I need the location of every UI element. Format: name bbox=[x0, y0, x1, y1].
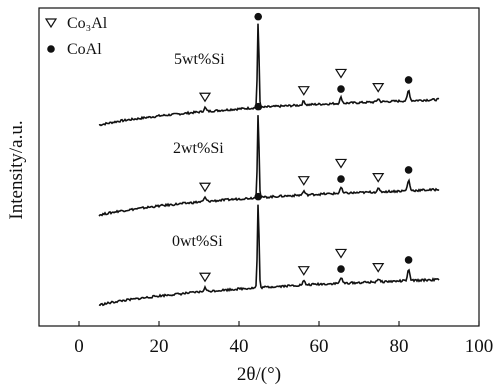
y-axis-title: Intensity/a.u. bbox=[6, 120, 27, 219]
x-axis-ticks: 0 20 40 60 80 100 bbox=[74, 321, 493, 357]
co3al-peak-marker bbox=[198, 182, 212, 193]
legend-coal-label: CoAl bbox=[67, 41, 102, 58]
x-tick-label: 100 bbox=[465, 336, 494, 357]
coal-peak-marker bbox=[254, 102, 262, 111]
series-label-0wt: 0wt%Si bbox=[172, 233, 223, 250]
peak-markers bbox=[198, 12, 413, 283]
coal-peak-marker bbox=[337, 265, 345, 273]
coal-peak-marker bbox=[254, 192, 262, 201]
coal-peak-marker bbox=[337, 85, 345, 93]
coal-peak-marker bbox=[254, 12, 262, 21]
series-layer bbox=[98, 23, 440, 307]
series-label-5wt: 5wt%Si bbox=[174, 51, 225, 68]
co3al-peak-marker bbox=[198, 272, 212, 283]
legend-co3al-label: Co₃Al bbox=[67, 15, 108, 32]
co3al-peak-marker bbox=[372, 262, 385, 273]
legend-triangle-icon bbox=[44, 18, 58, 29]
x-tick-label: 0 bbox=[74, 336, 84, 357]
legend: Co₃Al CoAl bbox=[44, 15, 108, 58]
co3al-peak-marker bbox=[334, 248, 348, 259]
coal-peak-marker bbox=[404, 166, 413, 174]
legend-circle-icon bbox=[47, 45, 55, 53]
xrd-series-line bbox=[98, 23, 440, 127]
co3al-peak-marker bbox=[372, 172, 385, 183]
co3al-peak-marker bbox=[334, 68, 348, 79]
co3al-peak-marker bbox=[297, 176, 310, 186]
co3al-peak-marker bbox=[297, 266, 310, 276]
coal-peak-marker bbox=[404, 76, 413, 84]
series-label-2wt: 2wt%Si bbox=[173, 140, 224, 157]
x-axis-title: 2θ/(°) bbox=[237, 364, 281, 385]
co3al-peak-marker bbox=[198, 92, 212, 103]
x-tick-label: 80 bbox=[390, 336, 409, 357]
x-tick-label: 40 bbox=[230, 336, 249, 357]
co3al-peak-marker bbox=[334, 158, 348, 169]
plot-frame bbox=[38, 7, 480, 327]
co3al-peak-marker bbox=[372, 82, 385, 93]
x-tick-label: 60 bbox=[310, 336, 329, 357]
co3al-peak-marker bbox=[297, 86, 310, 96]
xrd-series-line bbox=[98, 204, 440, 307]
x-tick-label: 20 bbox=[150, 336, 169, 357]
xrd-series-line bbox=[98, 115, 440, 217]
coal-peak-marker bbox=[337, 175, 345, 183]
coal-peak-marker bbox=[404, 256, 413, 264]
